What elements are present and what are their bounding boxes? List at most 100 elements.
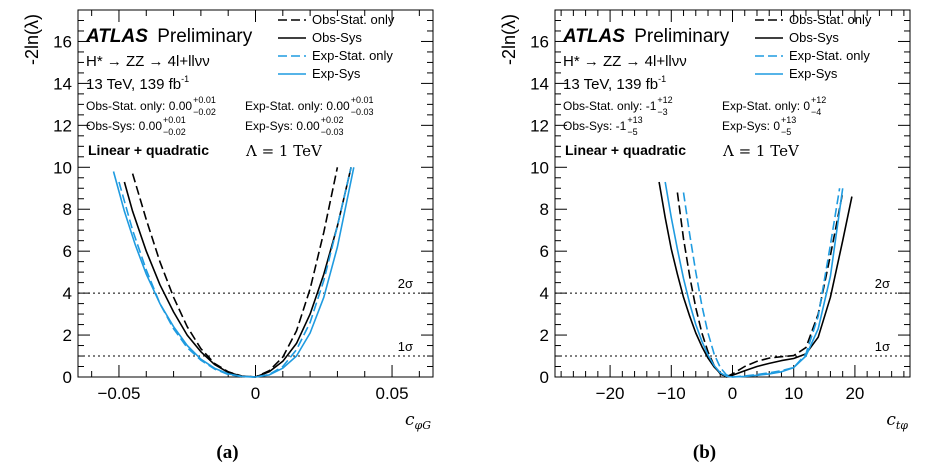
- lambda-label: Λ = 1 TeV: [722, 142, 800, 160]
- x-tick-label: 0: [251, 384, 260, 403]
- sigma-label: 1σ: [398, 339, 413, 354]
- y-axis-label: -2ln(λ): [22, 14, 42, 65]
- fit-label: Linear + quadratic: [565, 142, 686, 158]
- y-tick-label: 6: [540, 242, 549, 261]
- legend-entry: Obs-Stat. only: [789, 12, 872, 27]
- result-down-error: −0.02: [163, 127, 186, 137]
- y-tick-label: 2: [540, 326, 549, 345]
- atlas-brand: ATLAS: [85, 26, 148, 47]
- y-axis-label: -2ln(λ): [499, 14, 519, 65]
- result-up-error: +0.01: [193, 95, 216, 105]
- result-value: Exp-Stat. only: 0: [722, 99, 810, 113]
- y-tick-label: 16: [530, 32, 549, 51]
- series-curve-2: [658, 181, 853, 378]
- luminosity-text: 13 TeV, 139 fb: [563, 76, 658, 93]
- x-axis-label-main: c: [405, 410, 415, 430]
- y-tick-label: 12: [53, 116, 72, 135]
- result-down-error: −5: [781, 127, 791, 137]
- result-value: Obs-Stat. only: -1: [563, 99, 657, 113]
- luminosity-label: 13 TeV, 139 fb-1: [563, 74, 666, 93]
- result-value: Exp-Stat. only: 0.00: [245, 99, 350, 113]
- y-tick-label: 0: [540, 368, 549, 387]
- x-tick-label: 20: [845, 384, 864, 403]
- chart-panel-2: 0 2 4 6 8 10 12 14 16 −20 −10 0 10 20 -2ln(λ) ctφ 1σ 2σ AT…: [499, 9, 911, 463]
- lambda-label: Λ = 1 TeV: [245, 142, 323, 160]
- x-tick-label: 0.05: [375, 384, 408, 403]
- x-axis-label-sub: tφ: [896, 419, 908, 432]
- luminosity-label: 13 TeV, 139 fb-1: [86, 74, 189, 93]
- atlas-header: ATLAS Preliminary: [562, 26, 730, 47]
- process-label: H* → ZZ → 4l+llνν: [86, 53, 210, 70]
- legend-entry: Obs-Stat. only: [312, 12, 395, 27]
- result-down-error: −5: [627, 127, 637, 137]
- y-tick-label: 14: [53, 74, 72, 93]
- legend-entry: Exp-Stat. only: [312, 48, 393, 63]
- process-label: H* → ZZ → 4l+llνν: [563, 53, 687, 70]
- series-curve-2: [123, 167, 352, 378]
- atlas-status: Preliminary: [629, 26, 730, 47]
- y-tick-label: 4: [63, 284, 72, 303]
- result-value: Obs-Sys: 0.00: [86, 119, 162, 133]
- y-tick-label: 12: [530, 116, 549, 135]
- result-up-error: +12: [811, 95, 826, 105]
- panel-caption: (b): [693, 442, 716, 463]
- legend-entry: Exp-Stat. only: [789, 48, 870, 63]
- result-up-error: +0.01: [163, 115, 186, 125]
- result-value: Obs-Stat. only: 0.00: [86, 99, 192, 113]
- x-tick-label: 0: [728, 384, 737, 403]
- result-down-error: −4: [811, 107, 821, 117]
- x-tick-label: −10: [657, 384, 686, 403]
- result-up-error: +0.01: [351, 95, 374, 105]
- fit-label: Linear + quadratic: [88, 142, 209, 158]
- y-tick-label: 8: [63, 200, 72, 219]
- legend-entry: Exp-Sys: [789, 66, 838, 81]
- y-tick-label: 0: [63, 368, 72, 387]
- luminosity-text: 13 TeV, 139 fb: [86, 76, 181, 93]
- x-tick-label: 10: [784, 384, 803, 403]
- panel-caption: (a): [216, 442, 238, 463]
- result-down-error: −3: [657, 107, 667, 117]
- x-axis-label: cφG: [405, 410, 431, 432]
- result-value: Exp-Sys: 0.00: [245, 119, 320, 133]
- series-curve-1: [676, 192, 844, 378]
- result-down-error: −0.02: [193, 107, 216, 117]
- series-curve-4: [112, 167, 355, 378]
- y-tick-label: 16: [53, 32, 72, 51]
- result-value: Exp-Sys: 0: [722, 119, 780, 133]
- atlas-status: Preliminary: [152, 26, 253, 47]
- result-up-error: +12: [657, 95, 672, 105]
- atlas-brand: ATLAS: [562, 26, 625, 47]
- sigma-label: 2σ: [875, 276, 890, 291]
- x-axis-label-sub: φG: [415, 419, 432, 432]
- x-tick-label: −0.05: [97, 384, 140, 403]
- legend-entry: Obs-Sys: [312, 30, 362, 45]
- legend-entry: Exp-Sys: [312, 66, 361, 81]
- y-tick-label: 4: [540, 284, 549, 303]
- x-axis-label: ctφ: [886, 410, 908, 432]
- result-up-error: +0.02: [321, 115, 344, 125]
- result-up-error: +13: [627, 115, 642, 125]
- series-curve-3: [118, 167, 352, 378]
- result-down-error: −0.03: [321, 127, 344, 137]
- y-tick-label: 14: [530, 74, 549, 93]
- x-axis-label-main: c: [886, 410, 896, 430]
- result-value: Obs-Sys: -1: [563, 119, 627, 133]
- x-tick-label: −20: [596, 384, 625, 403]
- sigma-label: 1σ: [875, 339, 890, 354]
- sigma-label: 2σ: [398, 276, 413, 291]
- atlas-header: ATLAS Preliminary: [85, 26, 253, 47]
- legend-entry: Obs-Sys: [789, 30, 839, 45]
- result-up-error: +13: [781, 115, 796, 125]
- y-tick-label: 6: [63, 242, 72, 261]
- chart-panel-1: 0 2 4 6 8 10 12 14 16 −0.05 0 0.05 -2ln(λ) cφG 1σ 2σ ATL…: [22, 9, 434, 463]
- y-tick-label: 10: [53, 158, 72, 177]
- series-curve-1: [131, 167, 339, 378]
- luminosity-sup: -1: [658, 74, 666, 84]
- y-tick-label: 10: [530, 158, 549, 177]
- series-curve-4: [664, 181, 844, 378]
- result-down-error: −0.03: [351, 107, 374, 117]
- y-tick-label: 8: [540, 200, 549, 219]
- y-tick-label: 2: [63, 326, 72, 345]
- luminosity-sup: -1: [181, 74, 189, 84]
